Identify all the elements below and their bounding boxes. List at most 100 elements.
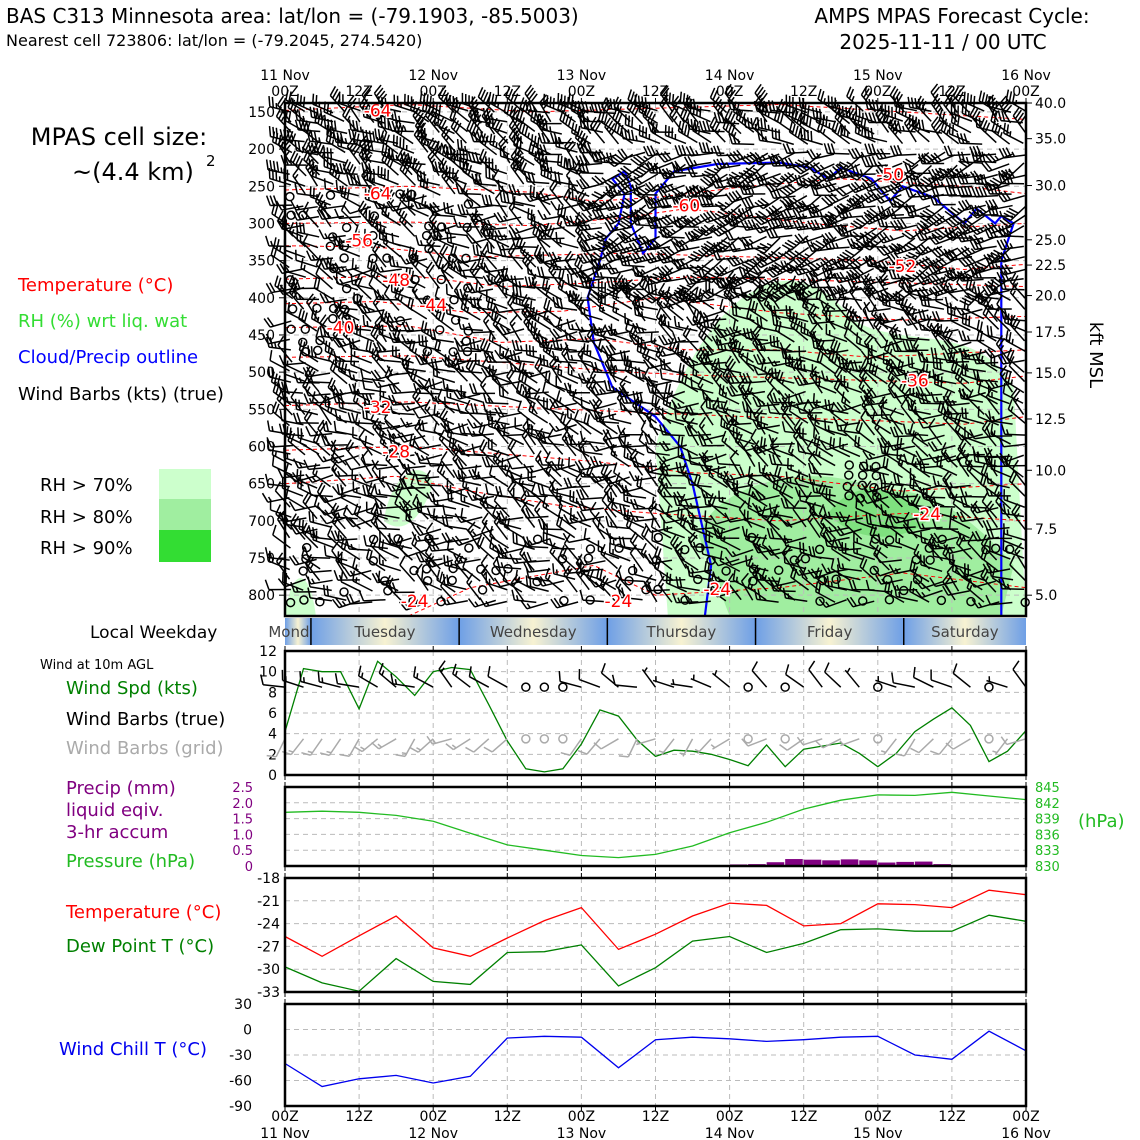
- barb-feather: [328, 163, 334, 174]
- barb-feather: [313, 495, 319, 506]
- wind-barb: [270, 244, 290, 269]
- wind-barb: [358, 590, 386, 602]
- barb-feather: [276, 219, 284, 230]
- wind-barb: [296, 229, 319, 249]
- barb-feather: [290, 133, 297, 144]
- barb-feather: [580, 397, 583, 408]
- wind-barb: [351, 557, 372, 581]
- barb-feather: [355, 133, 360, 145]
- barb-feather: [272, 195, 279, 206]
- barb-shaft: [315, 273, 333, 290]
- barb-feather: [291, 229, 295, 235]
- wind-barb: [316, 482, 334, 509]
- legend-wind: Wind Barbs (kts) (true): [18, 384, 224, 405]
- barb-feather: [446, 599, 451, 605]
- barb-shaft: [325, 188, 347, 196]
- barb-feather: [275, 200, 283, 211]
- barb-feather: [451, 167, 454, 179]
- barb-feather: [602, 551, 607, 557]
- barb-feather: [466, 306, 470, 313]
- barb-feather: [307, 587, 311, 598]
- cell-size-exponent: 2: [206, 152, 216, 170]
- barb-feather: [497, 179, 501, 191]
- barb-feather: [311, 476, 317, 482]
- barb-feather: [329, 86, 337, 96]
- barb-feather: [319, 484, 326, 495]
- barb-feather: [317, 199, 324, 210]
- barb-feather: [368, 341, 372, 352]
- barb-feather: [549, 132, 555, 143]
- barb-feather: [524, 276, 529, 287]
- barb-feather: [311, 254, 316, 261]
- wind-barb: [506, 459, 534, 470]
- barb-feather: [610, 130, 615, 136]
- barb-feather: [453, 265, 456, 271]
- barb-feather: [569, 215, 575, 226]
- wind-barb: [365, 548, 386, 572]
- barb-feather: [288, 222, 295, 233]
- barb-feather: [370, 484, 376, 495]
- barb-feather: [311, 578, 316, 584]
- barb-feather: [312, 463, 317, 474]
- barb-feather: [536, 266, 542, 277]
- cell-size-value: ~(4.4 km): [72, 158, 194, 186]
- barb-shaft: [420, 505, 443, 508]
- wind-barb: [294, 398, 319, 416]
- barb-feather: [294, 140, 298, 151]
- barb-feather: [351, 338, 355, 349]
- barb-feather: [547, 574, 551, 581]
- barb-feather: [601, 306, 605, 313]
- barb-feather: [269, 337, 274, 348]
- barb-feather: [348, 337, 352, 349]
- barb-feather: [304, 495, 312, 505]
- barb-shaft: [297, 231, 320, 238]
- barb-feather: [537, 209, 544, 220]
- barb-shaft: [323, 111, 345, 122]
- barb-feather: [298, 339, 303, 351]
- barb-feather: [310, 308, 315, 319]
- barb-feather: [266, 336, 270, 348]
- barb-feather: [599, 389, 603, 395]
- barb-feather: [288, 282, 296, 293]
- barb-feather: [316, 502, 320, 508]
- wind-barb: [388, 383, 415, 395]
- barb-feather: [421, 420, 425, 431]
- barb-feather: [318, 144, 325, 156]
- barb-feather: [557, 363, 560, 375]
- barb-shaft: [299, 442, 320, 455]
- barb-feather: [271, 401, 278, 412]
- barb-feather: [568, 177, 571, 188]
- barb-feather: [502, 191, 507, 203]
- barb-feather: [312, 187, 315, 199]
- barb-shaft: [285, 496, 306, 510]
- wind-barb: [447, 575, 457, 586]
- barb-feather: [313, 140, 320, 151]
- wind-barb: [479, 375, 494, 404]
- barb-feather: [527, 208, 530, 219]
- wind-barb: [292, 458, 321, 469]
- barb-feather: [271, 131, 276, 142]
- barb-feather: [428, 239, 433, 245]
- wind-barb: [271, 455, 293, 476]
- barb-feather: [472, 383, 478, 394]
- barb-feather: [489, 133, 493, 145]
- barb-feather: [302, 376, 309, 387]
- barb-feather: [294, 109, 298, 121]
- barb-feather: [541, 278, 546, 289]
- calm-circle: [298, 566, 308, 576]
- barb-feather: [311, 159, 315, 170]
- calm-circle: [299, 595, 309, 605]
- barb-feather: [550, 200, 558, 211]
- barb-feather: [571, 189, 574, 200]
- wind-barb: [322, 584, 347, 601]
- barb-feather: [294, 173, 299, 180]
- barb-feather: [315, 433, 321, 444]
- barb-feather: [522, 117, 525, 123]
- barb-feather: [325, 130, 330, 142]
- barb-feather: [268, 96, 271, 107]
- barb-feather: [361, 378, 366, 390]
- barb-feather: [548, 538, 554, 549]
- barb-feather: [521, 123, 526, 134]
- barb-feather: [515, 533, 518, 545]
- barb-feather: [416, 397, 421, 403]
